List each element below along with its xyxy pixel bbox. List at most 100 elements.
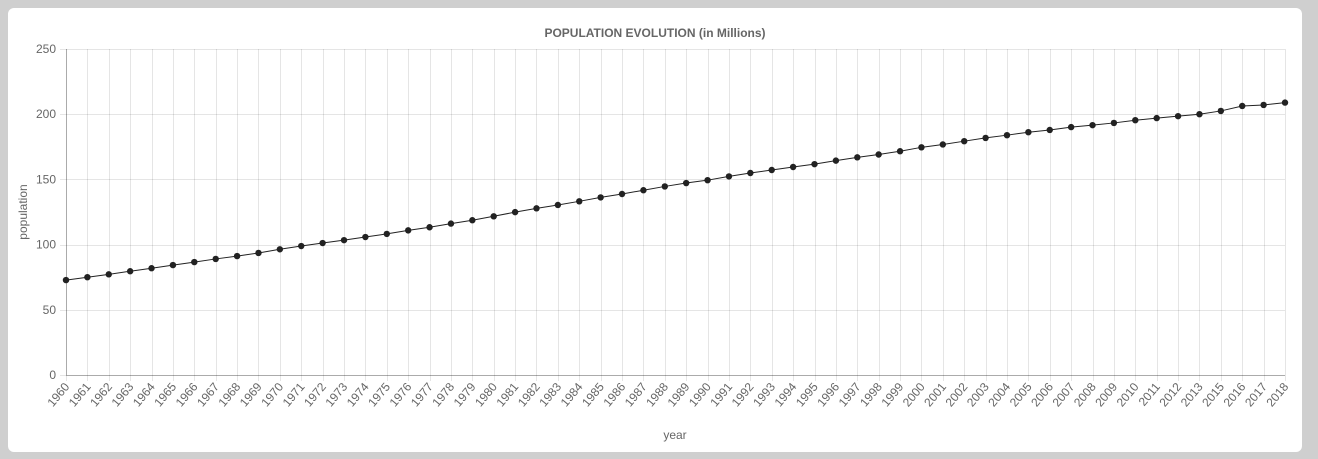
data-point [811,160,818,168]
data-point [768,166,775,174]
x-tick-label: 2005 [1007,380,1035,410]
data-point [340,236,348,244]
data-point [1217,107,1225,115]
data-point [597,194,604,201]
series-line [65,102,1286,281]
x-tick-label: 2015 [1199,380,1227,410]
data-point [126,268,134,275]
data-point [1067,123,1075,131]
data-point [148,265,155,272]
x-tick-label: 1986 [600,380,628,410]
x-tick-label: 2004 [985,380,1013,410]
data-point [1153,114,1160,122]
x-tick-label: 1960 [44,380,72,410]
data-point [1239,102,1246,110]
data-point [1003,131,1011,139]
data-point [511,208,519,216]
x-tick-label: 2009 [1092,380,1120,410]
x-tick-label: 2018 [1263,380,1291,410]
y-tick-label: 100 [36,238,56,252]
population-line-chart: 0 50 100 150 200 250 196019611962196319641965… [16,26,1292,442]
x-tick-label: 1979 [451,380,479,410]
x-tick-label: 1995 [793,380,821,410]
data-point [490,213,497,220]
x-tick-label: 2017 [1242,380,1270,410]
x-tick-label: 1993 [750,380,778,410]
data-point [383,230,390,238]
data-point [832,157,840,164]
x-tick-label: 2013 [1178,380,1206,410]
data-point [1110,119,1118,127]
x-tick-label: 1981 [494,380,522,410]
x-tick-label: 2000 [900,380,928,410]
x-tick-label: 1997 [836,380,864,410]
x-tick-label: 1998 [857,380,885,410]
data-point [362,233,369,241]
data-point [1174,112,1182,120]
x-tick-label: 1977 [408,380,436,410]
x-tick-label: 1974 [344,380,372,410]
x-tick-label: 2003 [964,380,992,410]
data-point [1260,101,1267,109]
data-point [896,148,904,155]
x-tick-label: 1976 [387,380,415,410]
data-point [319,239,326,247]
x-tick-label: 2016 [1221,380,1249,410]
y-tick-label: 0 [49,368,56,382]
y-tick-label: 150 [36,172,56,186]
x-tick-label: 1978 [429,380,457,410]
data-point [426,224,433,231]
x-tick-label: 1970 [258,380,286,410]
x-tick-label: 1984 [558,380,586,410]
x-tick-label: 1987 [622,380,650,410]
x-tick-label: 1966 [173,380,201,410]
data-point [875,151,882,158]
x-tick-labels: 1960196119621963196419651966196719681969… [44,380,1291,410]
data-point [255,249,262,257]
data-point [1281,99,1289,106]
data-point [105,271,112,278]
x-tick-label: 1963 [109,380,137,410]
data-point [854,154,861,161]
data-point [918,144,925,151]
data-point [276,246,284,253]
x-tick-label: 1968 [215,380,243,410]
x-tick-label: 1985 [579,380,607,410]
x-tick-label: 1983 [536,380,564,410]
data-point [554,201,562,209]
data-point [233,252,241,260]
data-point [982,134,989,142]
data-point [1046,126,1053,134]
data-point [62,276,70,284]
data-point [725,173,733,180]
data-point [1132,116,1139,124]
x-tick-label: 2010 [1114,380,1142,410]
x-tick-label: 2008 [1071,380,1099,410]
y-axis-label: population [16,184,30,239]
series-layer [62,99,1289,284]
x-tick-label: 1964 [130,380,158,410]
x-tick-label: 1975 [365,380,393,410]
grid-layer [60,49,1286,381]
data-point [961,137,968,145]
x-tick-label: 1965 [151,380,179,410]
x-tick-label: 2001 [921,380,949,410]
y-tick-label: 250 [36,42,56,56]
x-tick-label: 1973 [322,380,350,410]
data-point [447,220,455,227]
y-tick-label: 200 [36,107,56,121]
x-tick-label: 1967 [194,380,222,410]
x-tick-label: 1969 [237,380,265,410]
x-tick-label: 2006 [1028,380,1056,410]
data-point [618,190,626,198]
y-tick-label: 50 [43,303,57,317]
chart-title: POPULATION EVOLUTION (in Millions) [544,26,765,40]
data-point [533,205,540,212]
data-point [169,261,177,269]
data-point [939,141,947,148]
x-tick-label: 1961 [66,380,94,410]
data-point [747,169,754,177]
x-tick-label: 1988 [643,380,671,410]
data-point [1089,121,1096,129]
data-point [1025,128,1032,136]
